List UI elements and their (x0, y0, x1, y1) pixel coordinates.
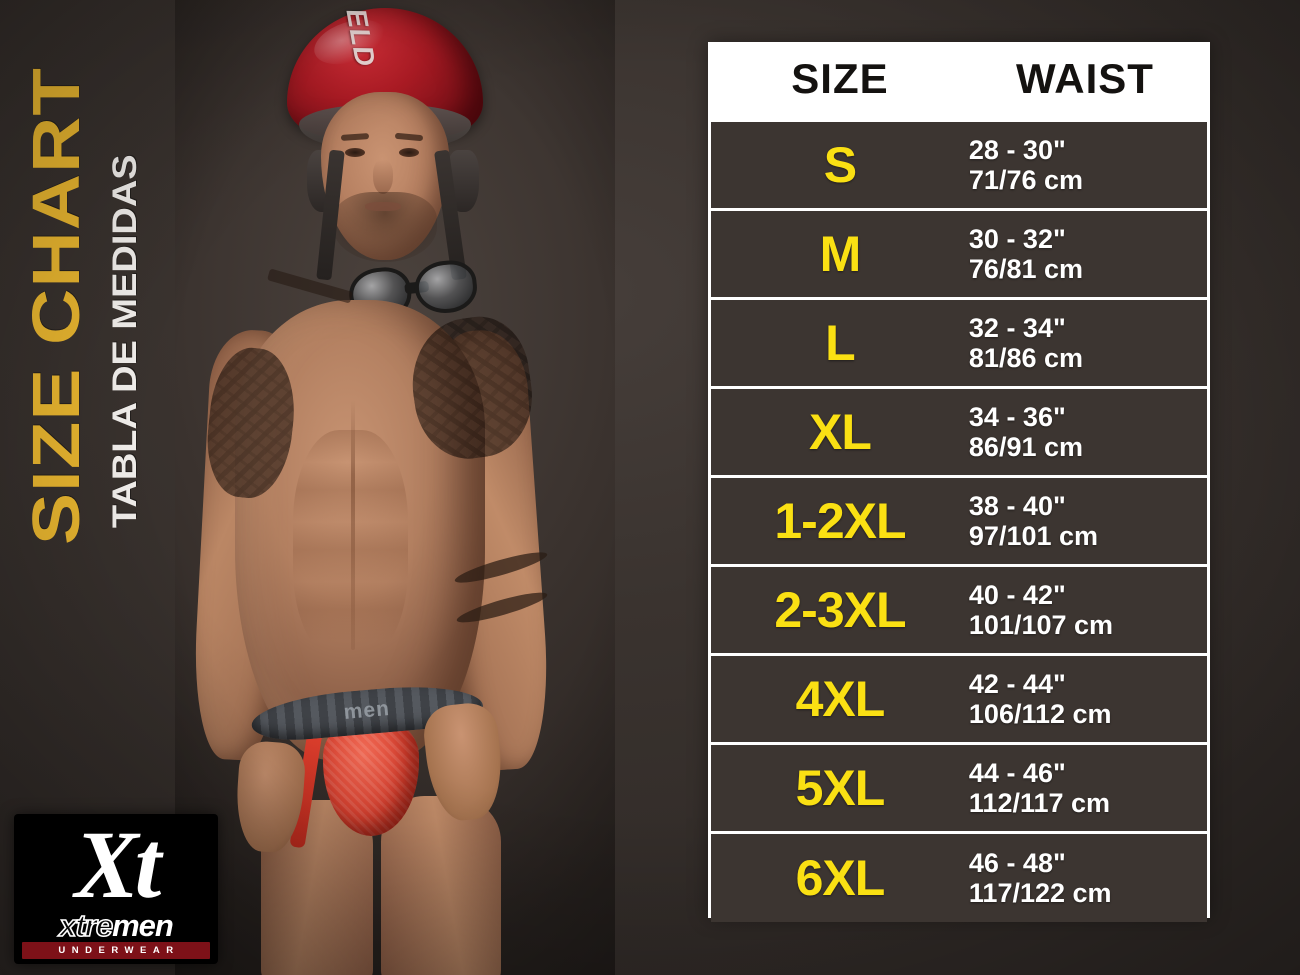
column-header-size: SIZE (711, 45, 969, 121)
waist-centimeters: 76/81 cm (968, 254, 1083, 284)
brand-logo: Xt xtremen UNDERWEAR (14, 814, 218, 964)
size-table: SIZE WAIST S 28 - 30" 71/76 cm M 30 - 32" 76/… (711, 45, 1207, 922)
nose (373, 160, 393, 194)
waist-inches: 38 - 40" (968, 490, 1066, 521)
waist-inches: 34 - 36" (968, 401, 1066, 432)
waist-inches: 46 - 48" (968, 847, 1066, 878)
cell-size: 4XL (711, 653, 969, 744)
cell-size: M (711, 208, 969, 299)
cell-waist: 30 - 32" 76/81 cm (968, 208, 1207, 299)
table-row: XL 34 - 36" 86/91 cm (711, 386, 1207, 477)
cell-size: L (711, 297, 969, 388)
waist-centimeters: 106/112 cm (968, 699, 1112, 729)
goggle-lens-right (412, 257, 480, 317)
cell-size: 6XL (711, 831, 969, 922)
logo-wordmark-outline: xtre (58, 908, 113, 943)
cell-waist: 28 - 30" 71/76 cm (968, 119, 1207, 210)
cell-waist: 38 - 40" 97/101 cm (968, 475, 1207, 566)
waist-centimeters: 117/122 cm (968, 877, 1112, 908)
waist-inches: 40 - 42" (968, 579, 1066, 610)
table-row: M 30 - 32" 76/81 cm (711, 208, 1207, 299)
waist-centimeters: 112/117 cm (968, 788, 1111, 818)
title-block: SIZE CHART TABLA DE MEDIDAS (0, 0, 175, 580)
torso-centerline (351, 400, 355, 650)
cell-waist: 42 - 44" 106/112 cm (968, 653, 1207, 744)
waist-centimeters: 81/86 cm (968, 343, 1083, 373)
column-header-waist: WAIST (968, 45, 1207, 121)
abdomen-shading (293, 430, 408, 660)
waist-inches: 44 - 46" (968, 757, 1066, 788)
eye-right (399, 148, 419, 157)
table-row: S 28 - 30" 71/76 cm (711, 119, 1207, 210)
waist-inches: 42 - 44" (968, 668, 1066, 699)
page-title: SIZE CHART (17, 67, 94, 545)
page-subtitle: TABLA DE MEDIDAS (106, 154, 144, 528)
cell-size: 1-2XL (711, 475, 969, 566)
waist-centimeters: 97/101 cm (968, 521, 1099, 551)
table-body: S 28 - 30" 71/76 cm M 30 - 32" 76/81 cm L 32 - … (711, 119, 1207, 922)
table-row: 6XL 46 - 48" 117/122 cm (711, 831, 1207, 922)
waist-centimeters: 71/76 cm (968, 165, 1083, 195)
logo-wordmark: xtremen (14, 908, 218, 943)
cell-size: 2-3XL (711, 564, 969, 655)
waist-centimeters: 86/91 cm (968, 432, 1083, 462)
cell-waist: 44 - 46" 112/117 cm (968, 742, 1207, 833)
table-row: 4XL 42 - 44" 106/112 cm (711, 653, 1207, 744)
table-row: 1-2XL 38 - 40" 97/101 cm (711, 475, 1207, 566)
logo-tagline: UNDERWEAR (58, 945, 180, 956)
cell-waist: 32 - 34" 81/86 cm (968, 297, 1207, 388)
cell-waist: 46 - 48" 117/122 cm (968, 831, 1207, 922)
waist-inches: 28 - 30" (968, 134, 1066, 165)
table-row: 5XL 44 - 46" 112/117 cm (711, 742, 1207, 833)
waist-centimeters: 101/107 cm (968, 610, 1114, 640)
logo-tagline-bar: UNDERWEAR (22, 942, 210, 959)
logo-monogram: Xt (74, 814, 162, 918)
jockstrap-pouch (323, 718, 419, 836)
eye-left (345, 148, 365, 157)
table-header-row: SIZE WAIST (711, 45, 1207, 121)
logo-wordmark-solid: men (112, 908, 174, 943)
waist-inches: 30 - 32" (968, 223, 1066, 254)
cell-waist: 40 - 42" 101/107 cm (968, 564, 1207, 655)
cell-size: 5XL (711, 742, 969, 833)
size-table-container: SIZE WAIST S 28 - 30" 71/76 cm M 30 - 32" 76/… (708, 42, 1210, 922)
table-row: L 32 - 34" 81/86 cm (711, 297, 1207, 388)
waist-inches: 32 - 34" (968, 312, 1066, 343)
model-photo: ELD men (175, 0, 615, 975)
leg-right (381, 796, 501, 975)
cell-size: XL (711, 386, 969, 477)
table-row: 2-3XL 40 - 42" 101/107 cm (711, 564, 1207, 655)
lips (365, 202, 401, 211)
cell-waist: 34 - 36" 86/91 cm (968, 386, 1207, 477)
cell-size: S (711, 119, 969, 210)
